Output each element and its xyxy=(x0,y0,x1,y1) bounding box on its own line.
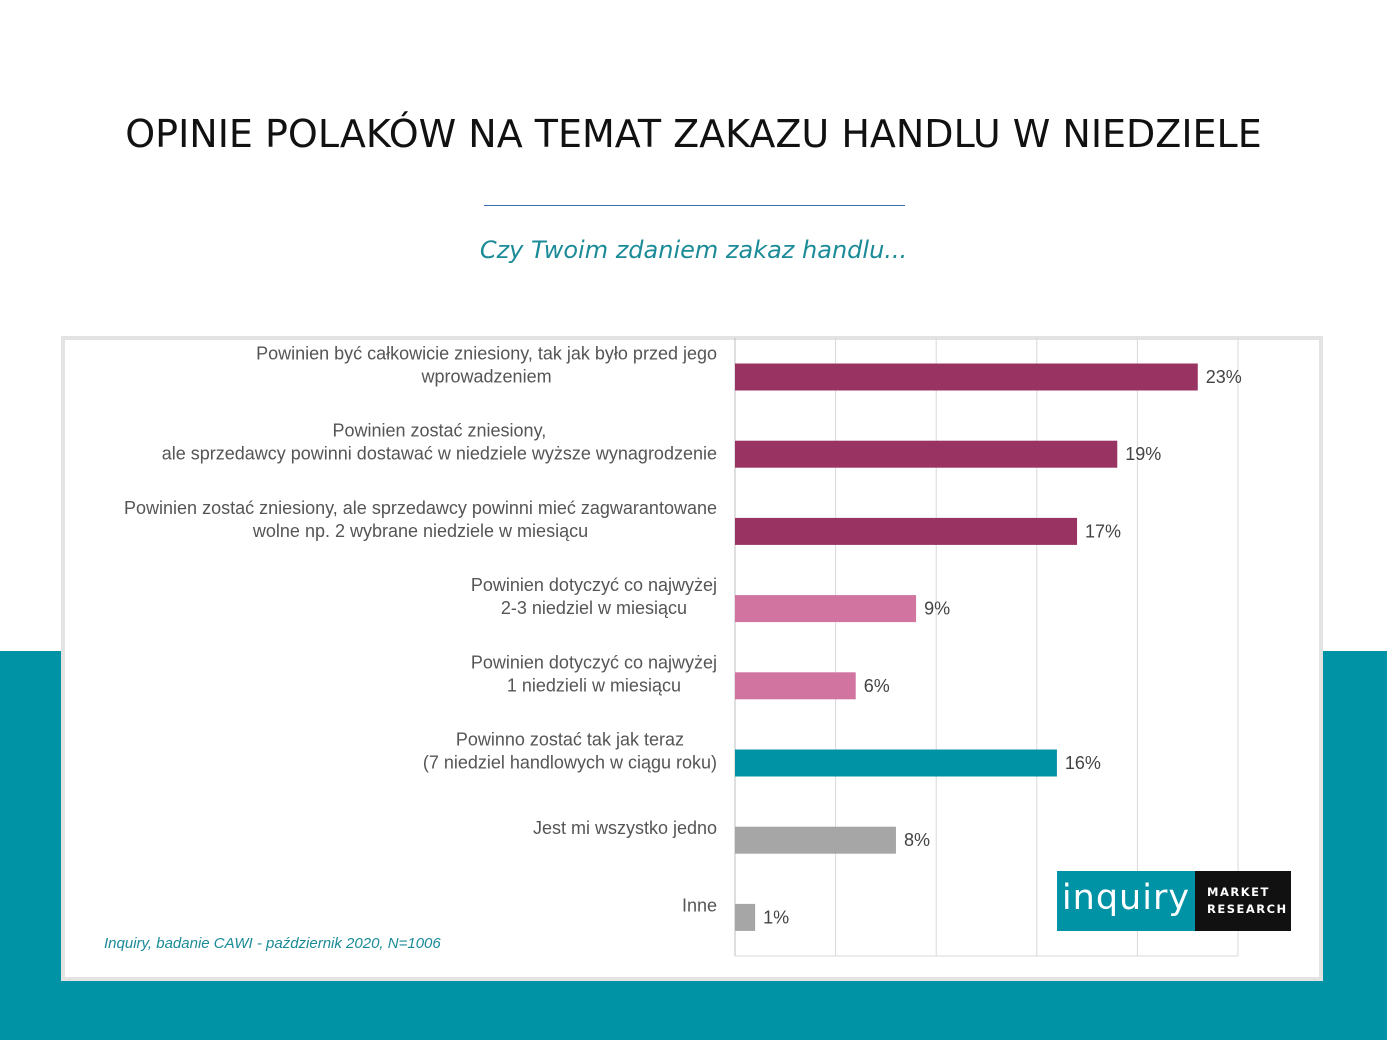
bar xyxy=(735,440,1118,468)
category-label-line: Jest mi wszystko jedno xyxy=(533,818,717,838)
bar xyxy=(735,672,856,700)
category-label: Inne xyxy=(682,895,717,915)
category-label-line: Inne xyxy=(682,895,717,915)
logo-tagline: MARKET RESEARCH xyxy=(1195,871,1291,931)
page-title: OPINIE POLAKÓW NA TEMAT ZAKAZU HANDLU W … xyxy=(125,112,1262,156)
category-label: Powinien zostać zniesiony, ale sprzedawc… xyxy=(124,498,717,541)
bar xyxy=(735,363,1198,391)
category-label: Powinien zostać zniesiony, ale sprzedawcy… xyxy=(162,421,717,464)
data-label: 8% xyxy=(904,830,930,850)
category-label-line: Powinien dotyczyć co najwyżej xyxy=(471,575,717,595)
category-label: Powinno zostać tak jak teraz (7 niedziel … xyxy=(423,730,717,773)
category-label-line: (7 niedziel handlowych w ciągu roku) xyxy=(423,753,717,773)
bar xyxy=(735,826,896,854)
category-label-line: wprowadzeniem xyxy=(421,367,552,387)
bar xyxy=(735,517,1078,545)
data-label: 19% xyxy=(1125,444,1161,464)
logo-tagline-line2: RESEARCH xyxy=(1207,902,1288,916)
category-label-line: wolne np. 2 wybrane niedziele w miesiącu xyxy=(252,521,588,541)
bar xyxy=(735,749,1057,777)
category-label-line: 2-3 niedziel w miesiącu xyxy=(501,598,687,618)
category-label: Jest mi wszystko jedno xyxy=(533,818,717,838)
data-label: 9% xyxy=(924,599,950,619)
title-divider xyxy=(484,205,905,206)
category-label: Powinien być całkowicie zniesiony, tak j… xyxy=(256,344,717,387)
bar xyxy=(735,595,917,623)
chart-question: Czy Twoim zdaniem zakaz handlu... xyxy=(479,236,908,264)
logo-brand: inquiry xyxy=(1057,871,1195,931)
source-note: Inquiry, badanie CAWI - październik 2020… xyxy=(104,935,441,952)
category-label-line: Powinien zostać zniesiony, ale sprzedawc… xyxy=(124,498,717,518)
data-label: 16% xyxy=(1065,753,1101,773)
category-label: Powinien dotyczyć co najwyżej 2-3 niedzie… xyxy=(471,575,717,618)
bar xyxy=(735,903,756,931)
category-label-line: Powinien zostać zniesiony, xyxy=(332,421,546,441)
category-label-line: Powinien być całkowicie zniesiony, tak j… xyxy=(256,344,717,364)
category-label-line: Powinno zostać tak jak teraz xyxy=(456,730,684,750)
data-label: 6% xyxy=(864,676,890,696)
category-label-line: ale sprzedawcy powinni dostawać w niedzi… xyxy=(162,444,717,464)
data-label: 23% xyxy=(1206,367,1242,387)
data-label: 17% xyxy=(1085,521,1121,541)
category-label-line: Powinien dotyczyć co najwyżej xyxy=(471,652,717,672)
category-label: Powinien dotyczyć co najwyżej 1 niedzieli… xyxy=(471,652,717,695)
category-label-line: 1 niedzieli w miesiącu xyxy=(507,675,681,695)
inquiry-logo: inquiry MARKET RESEARCH xyxy=(1057,871,1291,931)
data-label: 1% xyxy=(763,907,789,927)
logo-tagline-line1: MARKET xyxy=(1207,885,1270,899)
